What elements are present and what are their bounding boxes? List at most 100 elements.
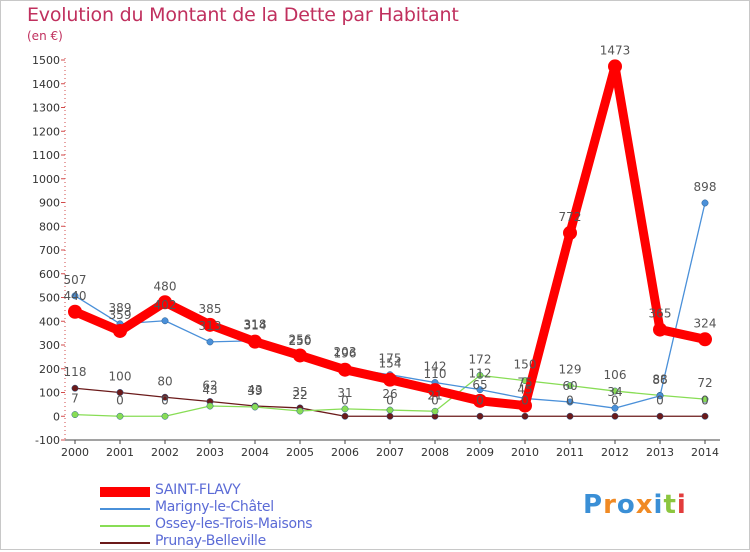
x-tick-label: 2011	[556, 446, 584, 459]
legend-swatch	[100, 508, 150, 510]
data-point	[701, 395, 709, 403]
data-point	[566, 382, 574, 390]
logo-letter: P	[583, 490, 604, 520]
data-labels-layer: 118 100 80 62 43 350 0 0 0 0 0 0 0 07 0 043 39 22 31 26 2117…	[64, 43, 717, 407]
data-label: 0	[161, 393, 169, 407]
data-point	[476, 371, 484, 379]
data-label: 112	[469, 367, 492, 381]
y-tick-label: 800	[39, 220, 60, 233]
x-tick-label: 2003	[196, 446, 224, 459]
data-label: 26	[382, 387, 397, 401]
legend-swatch	[100, 542, 150, 544]
data-label: 80	[157, 374, 172, 388]
data-point	[296, 407, 304, 415]
data-point	[161, 412, 169, 420]
data-label: 43	[202, 383, 217, 397]
data-label: 480	[154, 279, 177, 293]
data-label: 154	[379, 357, 402, 371]
data-label: 402	[154, 298, 177, 312]
data-point	[563, 225, 577, 240]
data-label: 0	[386, 393, 394, 407]
data-point	[341, 412, 349, 420]
y-tick-label: 100	[39, 387, 60, 400]
y-tick-label: 1400	[32, 78, 60, 91]
data-label: 31	[337, 386, 352, 400]
data-label: 0	[521, 393, 529, 407]
axes: -100010020030040050060070080090010001100…	[32, 54, 720, 459]
data-point	[248, 334, 262, 349]
data-label: 150	[514, 358, 537, 372]
data-label: 0	[116, 393, 124, 407]
data-label: 0	[701, 393, 709, 407]
data-label: 118	[64, 365, 87, 379]
data-point	[611, 412, 619, 420]
data-label: 35	[292, 385, 307, 399]
data-label: 22	[292, 388, 307, 402]
data-point	[518, 398, 532, 413]
data-label: 250	[289, 334, 312, 348]
y-tick-label: 1300	[32, 102, 60, 115]
data-label: 106	[604, 368, 627, 382]
legend-label: SAINT-FLAVY	[155, 482, 241, 498]
data-label: 0	[476, 393, 484, 407]
data-point	[701, 199, 709, 207]
data-label: 507	[64, 273, 87, 287]
data-label: 7	[71, 392, 79, 406]
y-tick-label: 0	[53, 410, 60, 423]
logo-letter: r	[603, 490, 617, 520]
data-point	[611, 404, 619, 412]
x-tick-label: 2000	[61, 446, 89, 459]
data-point	[293, 348, 307, 363]
labels-series-0: 440 359 480 385 314 256 196 154 110 65 45 772 1473 36…	[64, 43, 717, 396]
data-label: 324	[694, 316, 717, 330]
data-label: 72	[697, 376, 712, 390]
line-chart: -100010020030040050060070080090010001100…	[32, 43, 720, 459]
data-label: 440	[64, 289, 87, 303]
data-label: 0	[656, 393, 664, 407]
data-point	[476, 386, 484, 394]
data-label: 39	[247, 384, 262, 398]
data-point	[608, 59, 622, 74]
logo-letter: i	[653, 490, 664, 520]
data-point	[68, 304, 82, 319]
y-tick-label: 200	[39, 363, 60, 376]
y-tick-label: 1000	[32, 173, 60, 186]
data-label: 898	[694, 180, 717, 194]
data-point	[251, 403, 259, 411]
x-tick-label: 2007	[376, 446, 404, 459]
data-point	[338, 362, 352, 377]
x-tick-label: 2012	[601, 446, 629, 459]
data-label: 0	[341, 393, 349, 407]
data-label: 129	[559, 363, 582, 377]
data-label: 772	[559, 210, 582, 224]
data-point	[698, 332, 712, 347]
data-point	[473, 393, 487, 408]
logo-letter: x	[635, 490, 654, 520]
data-label: 110	[424, 367, 447, 381]
series-2	[71, 371, 709, 420]
data-point	[113, 323, 127, 338]
data-point	[386, 406, 394, 414]
data-label: 318	[244, 318, 267, 332]
x-tick-label: 2009	[466, 446, 494, 459]
x-tick-label: 2001	[106, 446, 134, 459]
data-label: 62	[202, 379, 217, 393]
data-label: 60	[562, 379, 577, 393]
data-label: 88	[652, 372, 667, 386]
y-tick-label: 400	[39, 315, 60, 328]
data-point	[161, 393, 169, 401]
x-tick-label: 2013	[646, 446, 674, 459]
y-tick-label: 1500	[32, 54, 60, 67]
data-label: 21	[427, 388, 442, 402]
data-point	[701, 412, 709, 420]
data-point	[161, 317, 169, 325]
data-label: 142	[424, 360, 447, 374]
data-label: 256	[289, 332, 312, 346]
data-point	[656, 412, 664, 420]
chart-title: Evolution du Montant de la Dette par Hab…	[27, 4, 459, 26]
x-tick-label: 2006	[331, 446, 359, 459]
labels-series-3: 118 100 80 62 43 350 0 0 0 0 0 0 0 0	[64, 365, 709, 407]
x-tick-label: 2002	[151, 446, 179, 459]
unit-label: (en €)	[27, 29, 63, 43]
